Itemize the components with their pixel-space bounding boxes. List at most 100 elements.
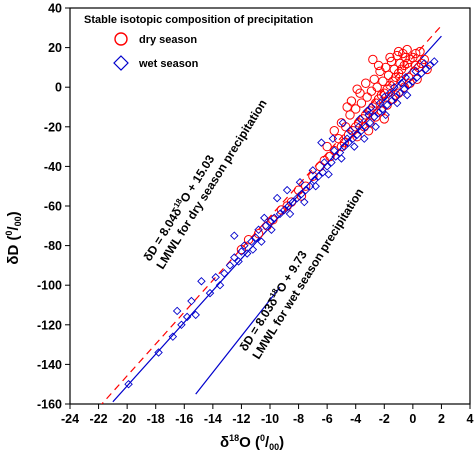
wet-season-point <box>265 217 275 227</box>
legend-title: Stable isotopic composition of precipita… <box>84 14 313 26</box>
wet-season-point <box>257 237 266 246</box>
wet-season-point <box>402 90 412 100</box>
wet-season-point <box>288 197 298 207</box>
x-tick-label: 2 <box>438 412 445 426</box>
wet-season-point <box>412 73 422 82</box>
wet-season-point <box>361 122 370 132</box>
wet-season-point <box>154 348 163 357</box>
wet-season-point <box>350 142 359 151</box>
x-axis-title: δ18O (0/00) <box>220 433 284 452</box>
wet-season-point <box>355 114 365 124</box>
wet-season-point <box>230 253 239 262</box>
x-tick-label: -22 <box>90 412 108 426</box>
wet-season-point <box>421 65 430 74</box>
x-tick-label: -6 <box>322 412 333 426</box>
wet-season-point <box>311 181 320 191</box>
wet-season-point <box>270 213 279 223</box>
wet-season-point <box>297 189 306 199</box>
dry-season-point <box>329 126 339 136</box>
wet-season-point <box>260 213 269 223</box>
wet-season-point <box>392 98 402 108</box>
wet-season-point <box>371 122 380 132</box>
wet-season-point <box>330 146 339 155</box>
wet-season-point <box>420 59 429 68</box>
wet-season-point <box>348 134 358 143</box>
wet-season-point <box>352 130 362 139</box>
wet-season-point <box>234 257 243 266</box>
wet-season-point <box>397 79 406 88</box>
wet-season-point <box>340 142 349 151</box>
wet-season-point <box>282 185 292 195</box>
dry-season-point <box>352 132 362 142</box>
dry-season-point <box>402 44 412 55</box>
wet-season-point <box>237 247 246 256</box>
wet-season-point <box>168 332 178 341</box>
dry-season-point <box>393 46 404 57</box>
wet-lmwl-offset-line <box>195 286 281 395</box>
wet-season-point <box>215 280 225 290</box>
wet-season-point <box>275 209 285 219</box>
x-tick-label: -18 <box>147 412 165 426</box>
dry-season-point <box>412 74 422 84</box>
wet-season-point <box>225 261 235 270</box>
y-tick-label: -120 <box>37 318 62 332</box>
y-tick-label: -80 <box>44 239 62 253</box>
wet-season-point <box>182 312 192 322</box>
dry-season-point <box>308 171 318 182</box>
wet-season-point <box>230 231 239 240</box>
x-tick-label: -16 <box>175 412 193 426</box>
legend-label-wet-season: wet season <box>138 58 199 70</box>
x-tick-label: -24 <box>61 412 79 426</box>
wet-season-point <box>342 134 352 143</box>
y-tick-label: -20 <box>44 120 62 134</box>
wet-season-point <box>247 237 256 246</box>
dry-season-point <box>342 102 352 112</box>
y-tick-label: 40 <box>48 2 62 16</box>
x-tick-label: -20 <box>118 412 136 426</box>
legend: Stable isotopic composition of precipita… <box>84 14 313 71</box>
wet-season-point <box>248 245 258 254</box>
dry-lmwl-label: LMWL for dry season precipitation <box>153 97 269 272</box>
wet-season-point <box>318 168 328 177</box>
annotation-wet: δD = 8.03δ18O + 9.73 LMWL for wet season… <box>236 186 367 362</box>
x-tick-label: 0 <box>409 412 416 426</box>
dry-season-point <box>352 84 362 94</box>
dry-season-point <box>405 54 415 65</box>
tick-labels: -24 -22 -20 -18 -16 -14 -12 -10 -8 -6 -4 -2 0 2 4-160-… <box>37 2 474 427</box>
wet-season-point <box>308 166 318 175</box>
dry-season-point <box>378 76 388 86</box>
wet-season-point <box>205 288 215 298</box>
wet-season-point <box>385 88 395 98</box>
legend-label-dry-season: dry season <box>139 34 197 46</box>
x-tick-label: -10 <box>261 412 279 426</box>
wet-season-point <box>320 158 329 167</box>
wet-season-point <box>317 138 326 147</box>
wet-season-point <box>354 122 363 132</box>
wet-season-point <box>191 310 200 320</box>
wet-season-point <box>267 225 276 234</box>
wet-season-point <box>380 92 389 102</box>
wet-season-point <box>381 110 390 120</box>
data-points <box>124 44 439 389</box>
wet-season-point <box>360 134 369 143</box>
wet-season-point <box>301 185 310 195</box>
wet-season-point <box>374 108 383 118</box>
dry-season-point <box>386 56 397 67</box>
y-tick-label: -160 <box>37 398 62 412</box>
y-tick-label: 20 <box>48 41 62 55</box>
x-tick-label: -4 <box>350 412 361 426</box>
dry-season-point <box>381 62 391 73</box>
wet-season-point <box>400 84 409 94</box>
dry-season-point <box>369 74 379 84</box>
wet-season-point <box>337 154 346 163</box>
x-tick-label: -8 <box>293 412 304 426</box>
wet-season-point <box>242 249 252 258</box>
wet-season-point <box>390 82 399 92</box>
x-tick-label: 4 <box>467 412 474 426</box>
x-tick-label: -14 <box>204 412 222 426</box>
wet-season-point <box>305 181 315 191</box>
wet-season-point <box>404 80 413 90</box>
dry-season-point <box>351 104 361 114</box>
wet-season-point <box>387 96 396 106</box>
